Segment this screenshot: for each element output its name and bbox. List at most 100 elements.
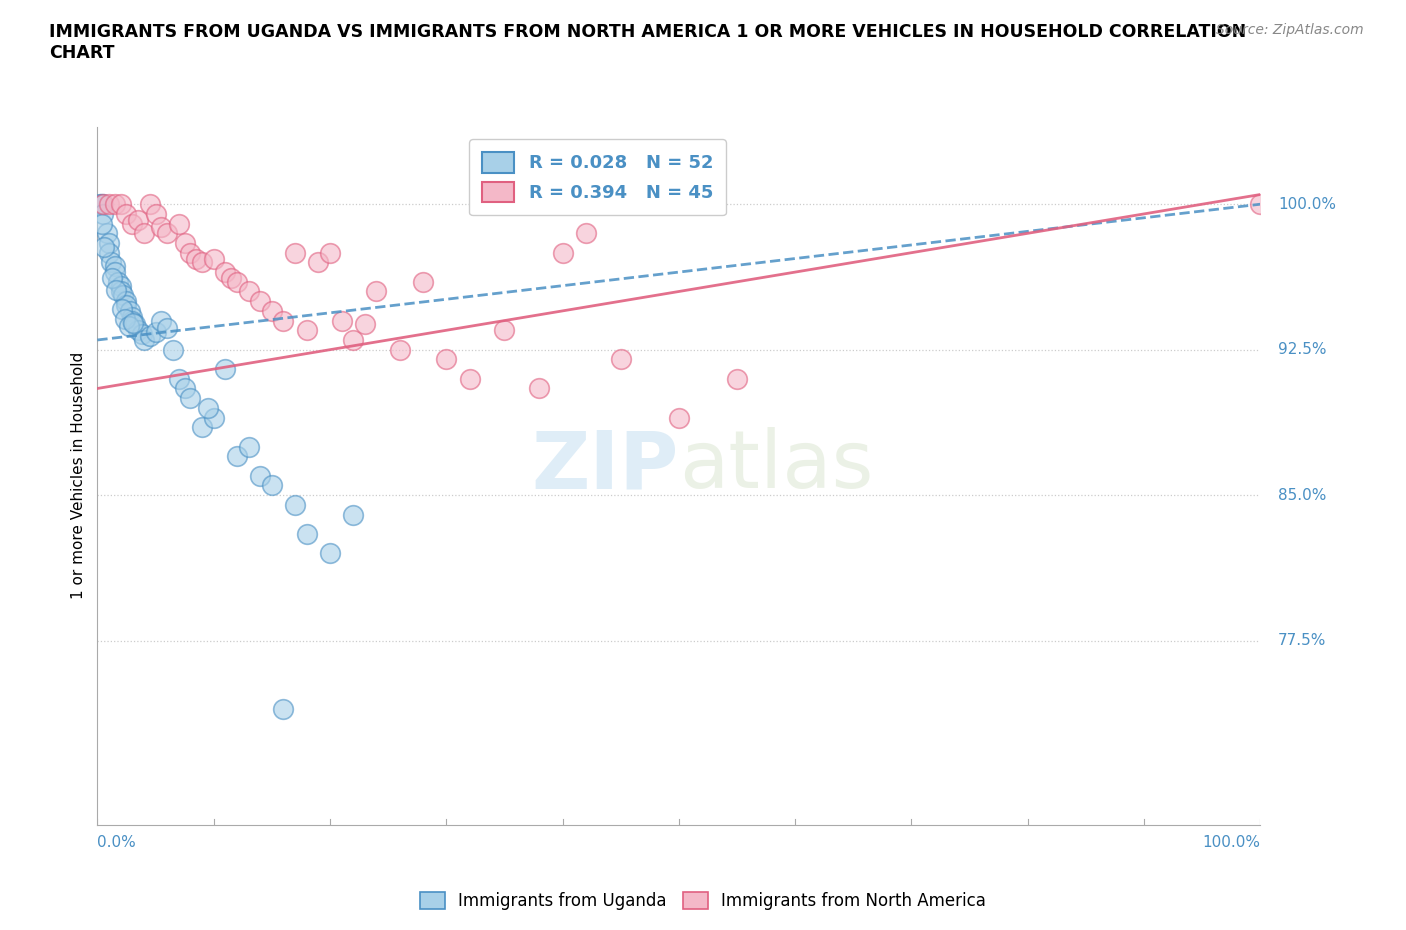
- Point: [575, 226, 598, 241]
- Point: [118, 319, 141, 334]
- Point: [191, 419, 214, 434]
- Point: [114, 312, 136, 326]
- Point: [214, 265, 236, 280]
- Point: [609, 352, 631, 366]
- Point: [118, 303, 141, 318]
- Point: [91, 197, 114, 212]
- Point: [93, 239, 115, 254]
- Point: [90, 197, 112, 212]
- Point: [284, 498, 307, 512]
- Point: [238, 284, 260, 299]
- Point: [353, 317, 375, 332]
- Point: [156, 321, 179, 336]
- Point: [179, 391, 201, 405]
- Point: [260, 478, 283, 493]
- Point: [186, 251, 208, 266]
- Text: atlas: atlas: [679, 427, 873, 505]
- Text: 77.5%: 77.5%: [1278, 633, 1326, 648]
- Point: [124, 317, 146, 332]
- Point: [98, 246, 121, 260]
- Point: [668, 410, 690, 425]
- Text: 85.0%: 85.0%: [1278, 487, 1326, 503]
- Point: [273, 701, 295, 716]
- Text: IMMIGRANTS FROM UGANDA VS IMMIGRANTS FROM NORTH AMERICA 1 OR MORE VEHICLES IN HO: IMMIGRANTS FROM UGANDA VS IMMIGRANTS FRO…: [49, 23, 1247, 62]
- Point: [219, 271, 242, 286]
- Point: [150, 313, 173, 328]
- Point: [167, 216, 190, 231]
- Point: [342, 507, 364, 522]
- Point: [434, 352, 457, 366]
- Point: [111, 301, 134, 316]
- Point: [110, 278, 132, 293]
- Point: [366, 284, 388, 299]
- Point: [162, 342, 184, 357]
- Point: [131, 326, 153, 341]
- Point: [121, 216, 143, 231]
- Point: [202, 410, 225, 425]
- Point: [412, 274, 434, 289]
- Point: [202, 251, 225, 266]
- Point: [110, 284, 132, 299]
- Point: [284, 246, 307, 260]
- Point: [91, 206, 114, 221]
- Point: [101, 271, 124, 286]
- Point: [138, 328, 160, 343]
- Point: [197, 401, 219, 416]
- Point: [260, 303, 283, 318]
- Point: [96, 226, 118, 241]
- Point: [132, 226, 155, 241]
- Point: [115, 206, 138, 221]
- Point: [127, 212, 149, 227]
- Point: [110, 197, 132, 212]
- Text: 0.0%: 0.0%: [97, 834, 136, 850]
- Point: [121, 313, 143, 328]
- Legend: Immigrants from Uganda, Immigrants from North America: Immigrants from Uganda, Immigrants from …: [413, 885, 993, 917]
- Text: 100.0%: 100.0%: [1278, 196, 1336, 212]
- Point: [173, 381, 195, 396]
- Point: [529, 381, 551, 396]
- Point: [494, 323, 516, 338]
- Text: ZIP: ZIP: [531, 427, 679, 505]
- Point: [156, 226, 179, 241]
- Point: [191, 255, 214, 270]
- Point: [91, 197, 114, 212]
- Point: [127, 323, 149, 338]
- Point: [173, 235, 195, 250]
- Point: [91, 216, 114, 231]
- Point: [132, 333, 155, 348]
- Y-axis label: 1 or more Vehicles in Household: 1 or more Vehicles in Household: [72, 352, 86, 600]
- Point: [121, 310, 143, 325]
- Point: [226, 274, 249, 289]
- Point: [551, 246, 574, 260]
- Point: [249, 294, 271, 309]
- Text: 92.5%: 92.5%: [1278, 342, 1326, 357]
- Point: [214, 362, 236, 377]
- Point: [98, 235, 121, 250]
- Point: [226, 449, 249, 464]
- Point: [295, 323, 318, 338]
- Point: [319, 246, 342, 260]
- Legend: R = 0.028   N = 52, R = 0.394   N = 45: R = 0.028 N = 52, R = 0.394 N = 45: [470, 140, 725, 215]
- Point: [107, 274, 129, 289]
- Point: [104, 282, 127, 297]
- Point: [319, 546, 342, 561]
- Point: [115, 298, 138, 312]
- Point: [330, 313, 353, 328]
- Point: [307, 255, 329, 270]
- Point: [89, 197, 111, 212]
- Point: [1249, 197, 1271, 212]
- Point: [100, 255, 122, 270]
- Point: [104, 197, 127, 212]
- Point: [145, 325, 167, 339]
- Point: [111, 288, 134, 303]
- Point: [98, 197, 121, 212]
- Point: [458, 371, 481, 386]
- Point: [145, 206, 167, 221]
- Point: [273, 313, 295, 328]
- Point: [342, 333, 364, 348]
- Point: [167, 371, 190, 386]
- Text: 100.0%: 100.0%: [1202, 834, 1260, 850]
- Point: [115, 294, 138, 309]
- Point: [179, 246, 201, 260]
- Point: [138, 197, 160, 212]
